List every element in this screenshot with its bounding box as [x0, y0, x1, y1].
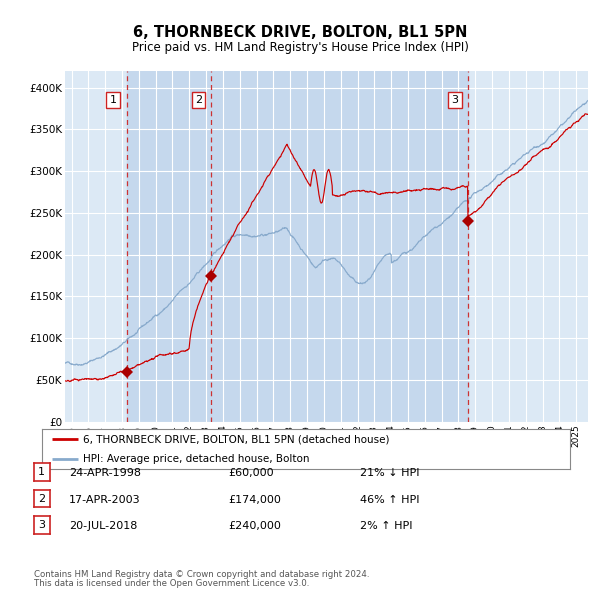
Text: 6, THORNBECK DRIVE, BOLTON, BL1 5PN: 6, THORNBECK DRIVE, BOLTON, BL1 5PN	[133, 25, 467, 40]
Text: 1: 1	[109, 95, 116, 105]
Text: 46% ↑ HPI: 46% ↑ HPI	[360, 495, 419, 504]
Text: HPI: Average price, detached house, Bolton: HPI: Average price, detached house, Bolt…	[83, 454, 310, 464]
Text: 2: 2	[38, 494, 45, 503]
Text: 3: 3	[452, 95, 458, 105]
Text: 2% ↑ HPI: 2% ↑ HPI	[360, 522, 413, 531]
Text: Price paid vs. HM Land Registry's House Price Index (HPI): Price paid vs. HM Land Registry's House …	[131, 41, 469, 54]
Text: £174,000: £174,000	[228, 495, 281, 504]
Bar	[211, 71, 468, 422]
Bar	[127, 71, 211, 422]
Text: 20-JUL-2018: 20-JUL-2018	[69, 522, 137, 531]
Text: £60,000: £60,000	[228, 468, 274, 478]
Text: 3: 3	[38, 520, 45, 530]
Text: 17-APR-2003: 17-APR-2003	[69, 495, 140, 504]
Text: This data is licensed under the Open Government Licence v3.0.: This data is licensed under the Open Gov…	[34, 579, 309, 588]
Text: 21% ↓ HPI: 21% ↓ HPI	[360, 468, 419, 478]
Text: Contains HM Land Registry data © Crown copyright and database right 2024.: Contains HM Land Registry data © Crown c…	[34, 570, 369, 579]
Text: 6, THORNBECK DRIVE, BOLTON, BL1 5PN (detached house): 6, THORNBECK DRIVE, BOLTON, BL1 5PN (det…	[83, 434, 389, 444]
Text: £240,000: £240,000	[228, 522, 281, 531]
Text: 1: 1	[38, 467, 45, 477]
Text: 24-APR-1998: 24-APR-1998	[69, 468, 141, 478]
Text: 2: 2	[195, 95, 202, 105]
